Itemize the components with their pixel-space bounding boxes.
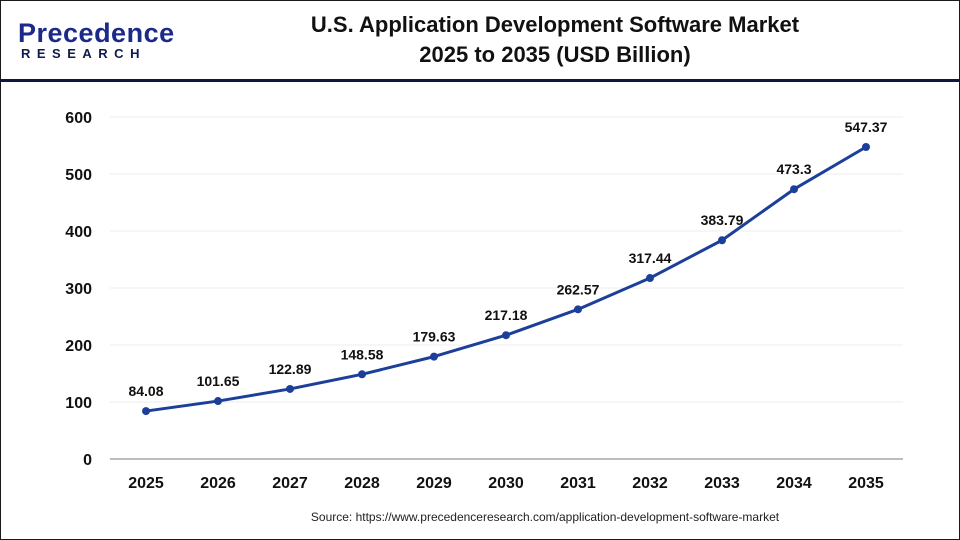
logo-text: Precedence bbox=[18, 18, 175, 48]
x-tick-label: 2035 bbox=[848, 475, 884, 492]
series-line bbox=[145, 145, 867, 413]
data-label: 262.57 bbox=[557, 281, 600, 297]
data-point bbox=[214, 397, 222, 406]
title-line-1: U.S. Application Development Software Ma… bbox=[310, 12, 800, 37]
data-label: 473.3 bbox=[776, 161, 811, 177]
data-label: 383.79 bbox=[701, 212, 744, 228]
data-point bbox=[574, 305, 582, 314]
logo-subtext: RESEARCH bbox=[21, 46, 146, 61]
y-tick-label: 0 bbox=[83, 452, 92, 469]
x-tick-label: 2034 bbox=[776, 475, 812, 492]
data-label: 122.89 bbox=[269, 361, 312, 377]
data-point bbox=[862, 142, 870, 151]
data-point bbox=[358, 370, 366, 379]
data-label: 101.65 bbox=[197, 373, 240, 389]
chart-title: U.S. Application Development Software Ma… bbox=[220, 10, 890, 70]
x-tick-label: 2028 bbox=[344, 475, 380, 492]
x-tick-label: 2030 bbox=[488, 475, 524, 492]
source-text: Source: https://www.precedenceresearch.c… bbox=[310, 510, 780, 524]
data-label: 148.58 bbox=[341, 346, 384, 362]
data-point bbox=[790, 185, 798, 194]
y-tick-label: 600 bbox=[65, 110, 92, 127]
precedence-research-logo: Precedence RESEARCH bbox=[18, 18, 174, 64]
data-label: 217.18 bbox=[485, 307, 528, 323]
y-tick-label: 500 bbox=[65, 167, 92, 184]
y-tick-label: 400 bbox=[65, 224, 92, 241]
x-tick-label: 2032 bbox=[632, 475, 668, 492]
data-label: 317.44 bbox=[629, 250, 672, 266]
x-tick-label: 2029 bbox=[416, 475, 452, 492]
data-label: 84.08 bbox=[128, 383, 163, 399]
y-tick-label: 200 bbox=[65, 338, 92, 355]
data-point bbox=[502, 331, 510, 340]
title-line-2: 2025 to 2035 (USD Billion) bbox=[419, 42, 691, 67]
x-tick-label: 2027 bbox=[272, 475, 308, 492]
x-tick-label: 2031 bbox=[560, 475, 596, 492]
x-tick-label: 2026 bbox=[200, 475, 236, 492]
header-divider bbox=[0, 79, 960, 82]
x-tick-label: 2025 bbox=[128, 475, 164, 492]
data-label: 547.37 bbox=[845, 119, 888, 135]
data-point bbox=[718, 236, 726, 245]
data-point bbox=[430, 352, 438, 361]
data-point bbox=[142, 407, 150, 416]
y-tick-label: 100 bbox=[65, 395, 92, 412]
data-label: 179.63 bbox=[413, 329, 456, 345]
x-tick-label: 2033 bbox=[704, 475, 740, 492]
data-point bbox=[286, 384, 294, 393]
data-point bbox=[646, 274, 654, 283]
y-tick-label: 300 bbox=[65, 281, 92, 298]
